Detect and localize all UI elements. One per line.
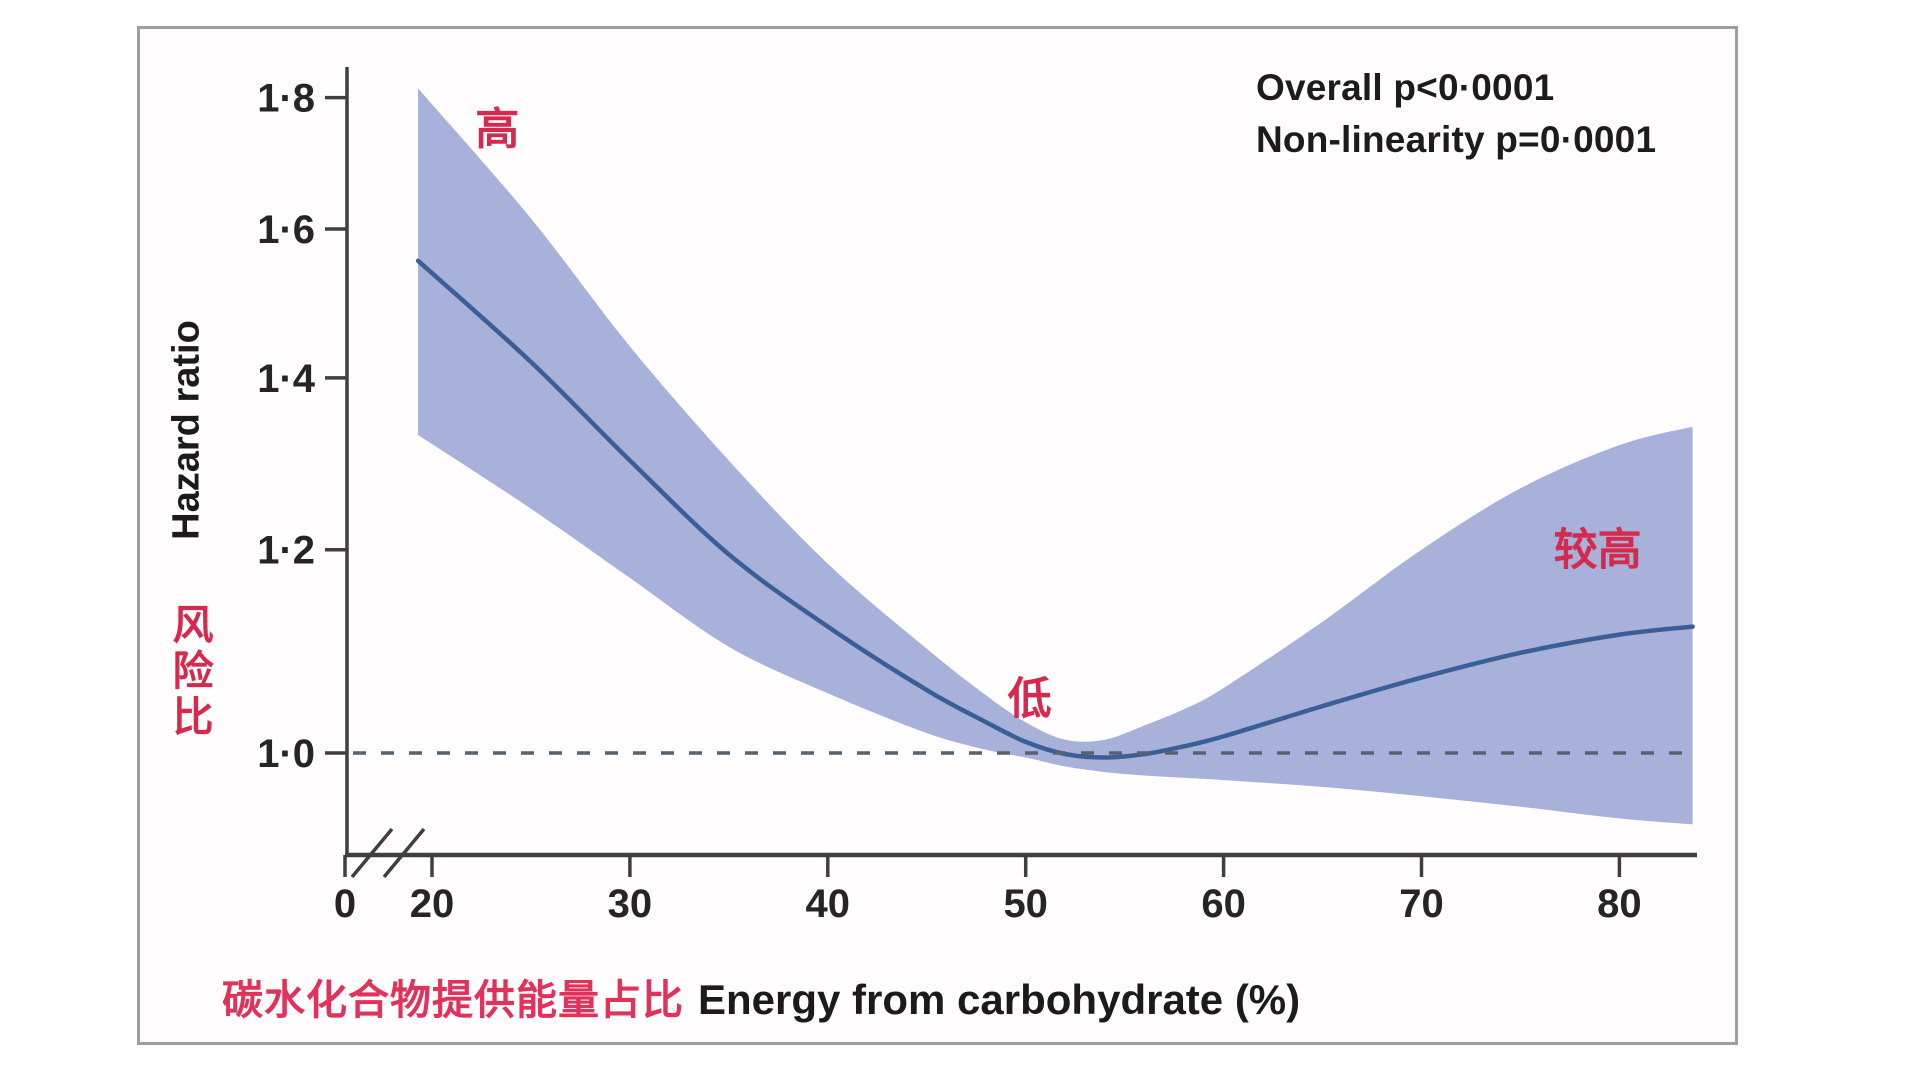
x-tick-label: 40 bbox=[806, 882, 851, 926]
x-axis-title-english: Energy from carbohydrate (%) bbox=[698, 976, 1301, 1023]
x-tick-label: 0 bbox=[334, 882, 356, 926]
region-label-low: 低 bbox=[1008, 675, 1052, 724]
x-tick-label: 20 bbox=[410, 882, 455, 926]
x-axis-title-chinese: 碳水化合物提供能量占比 bbox=[222, 977, 684, 1023]
y-axis-title-chinese: 风险比 bbox=[172, 602, 214, 740]
region-label-high: 高 bbox=[475, 105, 519, 154]
p-value-annotations: Overall p<0·0001 Non-linearity p=0·0001 bbox=[1256, 62, 1656, 166]
x-tick-label: 30 bbox=[608, 882, 653, 926]
x-tick-label: 70 bbox=[1399, 882, 1444, 926]
y-tick-label: 1·8 bbox=[257, 77, 315, 121]
nonlinearity-p-value: Non-linearity p=0·0001 bbox=[1256, 118, 1657, 160]
y-tick-label: 1·2 bbox=[257, 529, 315, 573]
region-label-higher: 较高 bbox=[1554, 526, 1642, 575]
y-tick-label: 1·4 bbox=[257, 357, 316, 401]
x-axis-title: 碳水化合物提供能量占比 Energy from carbohydrate (%) bbox=[222, 966, 1300, 1026]
axis-break-icon bbox=[382, 827, 426, 879]
y-axis-title-english: Hazard ratio bbox=[165, 320, 208, 540]
axis-break-icon bbox=[350, 827, 394, 879]
x-tick-label: 60 bbox=[1201, 882, 1246, 926]
overall-p-value: Overall p<0·0001 bbox=[1256, 67, 1555, 108]
x-tick-label: 80 bbox=[1597, 882, 1642, 926]
x-tick-label: 50 bbox=[1003, 882, 1048, 926]
confidence-band bbox=[418, 88, 1693, 825]
y-tick-label: 1·6 bbox=[257, 208, 315, 252]
y-tick-label: 1·0 bbox=[257, 732, 315, 776]
